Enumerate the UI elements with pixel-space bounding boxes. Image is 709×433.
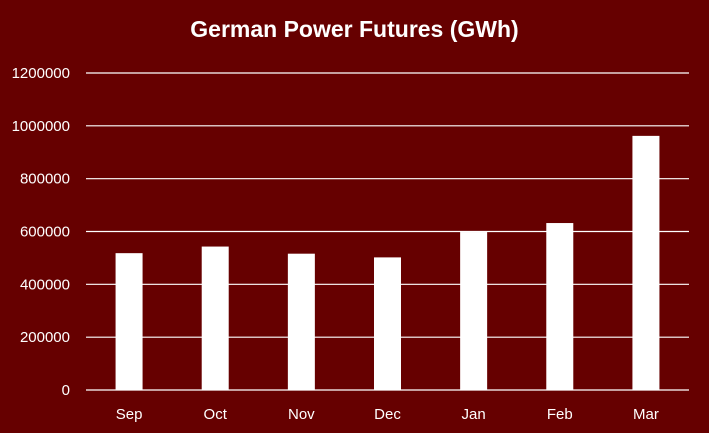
x-category-label: Mar — [633, 406, 659, 423]
y-tick-label: 400000 — [20, 276, 70, 293]
y-tick-label: 800000 — [20, 171, 70, 188]
x-category-label: Dec — [374, 406, 401, 423]
bar-dec — [374, 257, 401, 390]
x-category-label: Sep — [116, 406, 143, 423]
bar-nov — [287, 253, 315, 390]
chart-title: German Power Futures (GWh) — [190, 16, 519, 42]
y-tick-label: 600000 — [20, 224, 70, 241]
bar-oct — [201, 246, 229, 390]
bar-sep — [115, 253, 143, 390]
x-category-label: Nov — [288, 406, 315, 423]
y-tick-label: 0 — [62, 382, 70, 399]
y-tick-label: 1000000 — [12, 118, 70, 135]
x-category-label: Oct — [204, 406, 228, 423]
bar-mar — [632, 135, 660, 390]
y-tick-label: 200000 — [20, 329, 70, 346]
bar-feb — [546, 223, 574, 390]
y-tick-label: 1200000 — [12, 65, 70, 82]
bar-jan — [460, 232, 488, 390]
x-category-label: Jan — [462, 406, 486, 423]
x-category-label: Feb — [547, 406, 573, 423]
